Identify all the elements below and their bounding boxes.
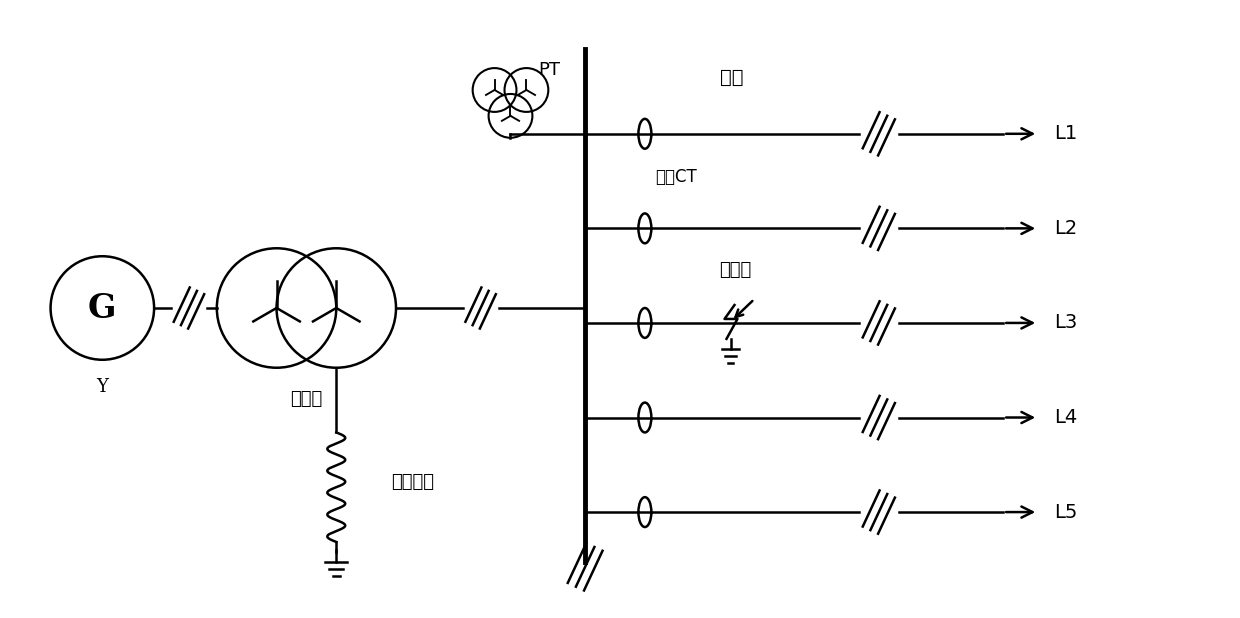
Text: 零序CT: 零序CT — [655, 167, 697, 185]
Text: L1: L1 — [1054, 124, 1078, 143]
Text: 消弧线圈: 消弧线圈 — [391, 473, 434, 491]
Text: L5: L5 — [1054, 502, 1078, 522]
Text: PT: PT — [538, 61, 560, 79]
Text: G: G — [88, 292, 117, 324]
Text: L2: L2 — [1054, 219, 1078, 238]
Text: L4: L4 — [1054, 408, 1078, 427]
Text: Y: Y — [97, 378, 108, 396]
Text: 线路: 线路 — [719, 67, 743, 87]
Text: 中性点: 中性点 — [290, 389, 322, 408]
Text: L3: L3 — [1054, 313, 1078, 332]
Text: 故障点: 故障点 — [719, 261, 751, 279]
